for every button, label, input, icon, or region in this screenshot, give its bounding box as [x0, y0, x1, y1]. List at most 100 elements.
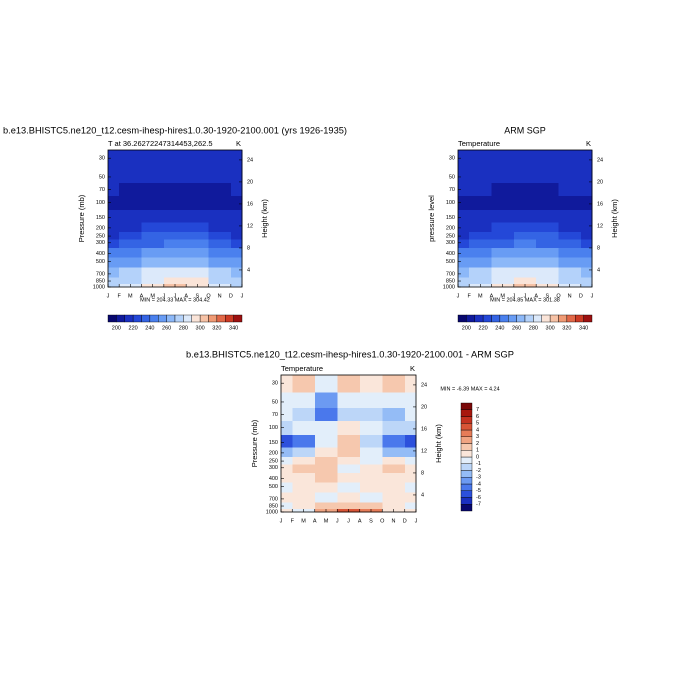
colorbar-box	[460, 483, 473, 491]
chart-title: b.e13.BHISTC5.ne120_t12.cesm-ihesp-hires…	[3, 125, 347, 135]
y-tick-label: 70	[99, 187, 105, 193]
contour-cell	[337, 434, 361, 449]
colorbar-label: 340	[229, 325, 238, 331]
contour-cell	[281, 482, 293, 494]
contour-cell	[536, 209, 560, 224]
y-tick-label: 30	[99, 156, 105, 162]
contour-cell	[230, 248, 243, 259]
contour-cell	[163, 267, 187, 279]
contour-cell	[536, 150, 560, 169]
colorbar-box	[460, 429, 473, 437]
contour-cell	[163, 150, 187, 169]
contour-cell	[163, 222, 187, 233]
contour-cell	[337, 392, 361, 409]
contour-cell	[536, 231, 560, 241]
contour-cell	[469, 257, 493, 269]
contour-cell	[314, 408, 338, 422]
colorbar-box	[508, 314, 517, 323]
contour-cell	[119, 277, 143, 285]
colorbar-label: 260	[512, 325, 521, 331]
x-tick-label: M	[301, 518, 306, 524]
colorbar-label: 200	[112, 325, 121, 331]
contour-cell	[230, 239, 243, 249]
contour-cell	[491, 239, 515, 249]
contour-cell	[469, 195, 493, 211]
contour-cell	[230, 167, 243, 184]
contour-cell	[208, 195, 232, 211]
y-axis-label: pressure level	[427, 195, 436, 242]
y-tick-label: 100	[269, 425, 278, 431]
y-tick-label: 70	[272, 412, 278, 418]
contour-cell	[163, 277, 187, 285]
colorbar-label: 320	[562, 325, 571, 331]
contour-cell	[141, 222, 165, 233]
contour-cell	[382, 502, 406, 510]
y-axis-label: Pressure (mb)	[250, 419, 259, 467]
colorbar-box	[199, 314, 209, 323]
y-axis-label: Pressure (mb)	[77, 194, 86, 242]
contour-cell	[337, 447, 361, 458]
y2-tick-label: 4	[421, 492, 424, 498]
colorbar-box	[141, 314, 151, 323]
colorbar-label: 7	[476, 407, 479, 413]
colorbar-label: 220	[129, 325, 138, 331]
colorbar-box	[158, 314, 167, 323]
contour-cell	[119, 195, 143, 211]
x-tick-label: J	[415, 518, 418, 524]
y-tick-label: 700	[446, 271, 455, 277]
x-tick-label: D	[579, 293, 583, 299]
colorbar-box	[460, 443, 473, 451]
y-tick-label: 850	[96, 278, 105, 284]
colorbar-label: 260	[162, 325, 171, 331]
contour-cell	[491, 284, 515, 288]
colorbar-box	[208, 314, 218, 323]
contour-cell	[458, 248, 470, 259]
colorbar-box	[116, 314, 125, 323]
contour-cell	[292, 375, 316, 394]
contour-cell	[404, 473, 417, 484]
contour-cell	[292, 456, 316, 466]
contour-cell	[281, 392, 293, 409]
contour-cell	[536, 195, 560, 211]
contour-cell	[513, 209, 537, 224]
colorbar-box	[460, 416, 473, 424]
contour-cell	[382, 420, 406, 436]
contour-cell	[382, 473, 406, 484]
y-tick-label: 850	[269, 503, 278, 509]
contour-cell	[469, 167, 493, 184]
colorbar-box	[482, 314, 492, 323]
x-tick-label: J	[457, 293, 460, 299]
contour-cell	[208, 183, 232, 197]
contour-cell	[119, 239, 143, 249]
contour-cell	[458, 257, 470, 269]
y2-tick-label: 16	[421, 426, 427, 432]
y2-tick-label: 8	[247, 245, 250, 251]
contour-cell	[536, 183, 560, 197]
colorbar-label: 340	[579, 325, 588, 331]
contour-cell	[292, 420, 316, 436]
x-tick-label: M	[150, 293, 155, 299]
x-tick-label: D	[403, 518, 407, 524]
contour-cell	[119, 267, 143, 279]
contour-cell	[108, 150, 120, 169]
x-tick-label: S	[369, 518, 373, 524]
x-tick-label: F	[467, 293, 471, 299]
contour-cell	[186, 195, 210, 211]
contour-cell	[536, 248, 560, 259]
y-tick-label: 150	[446, 215, 455, 221]
x-tick-label: M	[128, 293, 133, 299]
contour-cell	[314, 375, 338, 394]
contour-cell	[163, 248, 187, 259]
contour-cell	[163, 239, 187, 249]
y-tick-label: 150	[96, 215, 105, 221]
colorbar-label: -3	[476, 475, 481, 481]
contour-cell	[314, 473, 338, 484]
contour-cell	[292, 434, 316, 449]
contour-cell	[458, 239, 470, 249]
contour-cell	[469, 239, 493, 249]
contour-cell	[558, 183, 582, 197]
colorbar-box	[233, 314, 243, 323]
contour-cell	[119, 150, 143, 169]
contour-cell	[580, 248, 593, 259]
x-tick-label: S	[195, 293, 199, 299]
